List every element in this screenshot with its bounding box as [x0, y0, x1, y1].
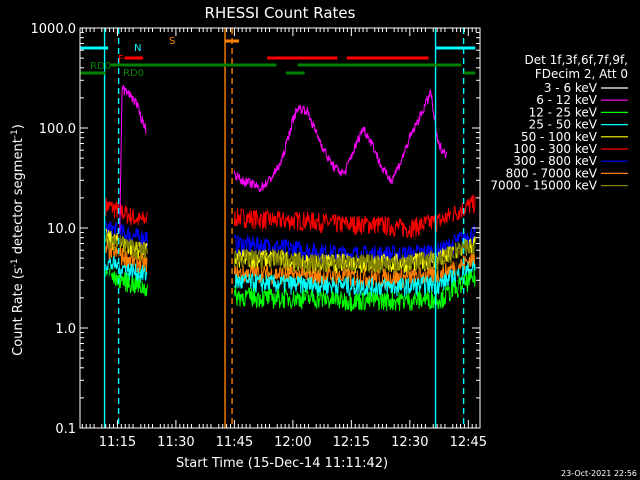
x-tick-label-0: 11:15 — [99, 435, 136, 450]
legend-label-1: 6 - 12 keV — [536, 93, 598, 107]
flag-label-n: N — [134, 43, 141, 54]
legend-label-6: 300 - 800 keV — [513, 154, 597, 168]
legend-header-2: FDecim 2, Att 0 — [535, 67, 628, 81]
x-axis-label: Start Time (15-Dec-14 11:11:42) — [176, 456, 388, 471]
series-1-seg-1 — [233, 89, 448, 193]
flag-label-rd0: RD0 — [90, 61, 111, 72]
x-tick-label-4: 12:15 — [333, 435, 370, 450]
legend-label-8: 7000 - 15000 keV — [490, 179, 597, 193]
series-1-seg-0 — [119, 84, 147, 233]
x-tick-label-3: 12:00 — [274, 435, 311, 450]
chart-title: RHESSI Count Rates — [205, 4, 356, 22]
y-tick-label-3: 100.0 — [39, 122, 76, 137]
legend-label-5: 100 - 300 keV — [513, 142, 597, 156]
series-0-seg-0 — [105, 79, 148, 286]
x-tick-label-2: 11:45 — [216, 435, 253, 450]
y-axis-label: Count Rate (s-1 detector segment-1) — [10, 124, 26, 356]
x-tick-label-6: 12:45 — [450, 435, 487, 450]
y-tick-label-2: 10.0 — [47, 222, 76, 237]
legend-label-4: 50 - 100 keV — [521, 130, 598, 144]
y-label-sup2: -1 — [10, 129, 20, 138]
flag-label-rd0-b: RD0 — [123, 68, 144, 79]
plot-area — [80, 28, 476, 428]
y-tick-label-0: 0.1 — [55, 422, 76, 437]
y-label-part2: detector segment — [11, 138, 26, 258]
flag-label-f: F — [118, 54, 124, 65]
y-label-part3: ) — [11, 124, 26, 129]
x-tick-label-1: 11:30 — [157, 435, 194, 450]
legend-label-0: 3 - 6 keV — [544, 81, 598, 95]
footer-date: 23-Oct-2021 22:56 — [561, 469, 637, 478]
legend-label-7: 800 - 7000 keV — [506, 166, 598, 180]
plot-frame — [79, 27, 481, 429]
y-label-part1: Count Rate (s — [11, 267, 26, 356]
y-tick-label-4: 1000.0 — [31, 22, 77, 37]
y-label-sup1: -1 — [10, 258, 20, 267]
legend-label-3: 25 - 50 keV — [529, 118, 598, 132]
legend: Det 1f,3f,6f,7f,9f, FDecim 2, Att 0 3 - … — [490, 53, 628, 193]
band-100-300keV — [105, 194, 476, 239]
flag-label-s: S — [169, 36, 175, 47]
legend-label-2: 12 - 25 keV — [529, 105, 598, 119]
x-tick-label-5: 12:30 — [391, 435, 428, 450]
legend-header-1: Det 1f,3f,6f,7f,9f, — [524, 53, 628, 67]
y-tick-label-1: 1.0 — [55, 322, 76, 337]
axes: 0.1 1.0 10.0 100.0 1000.0 11:15 11:30 11:45 12:0… — [31, 22, 488, 450]
